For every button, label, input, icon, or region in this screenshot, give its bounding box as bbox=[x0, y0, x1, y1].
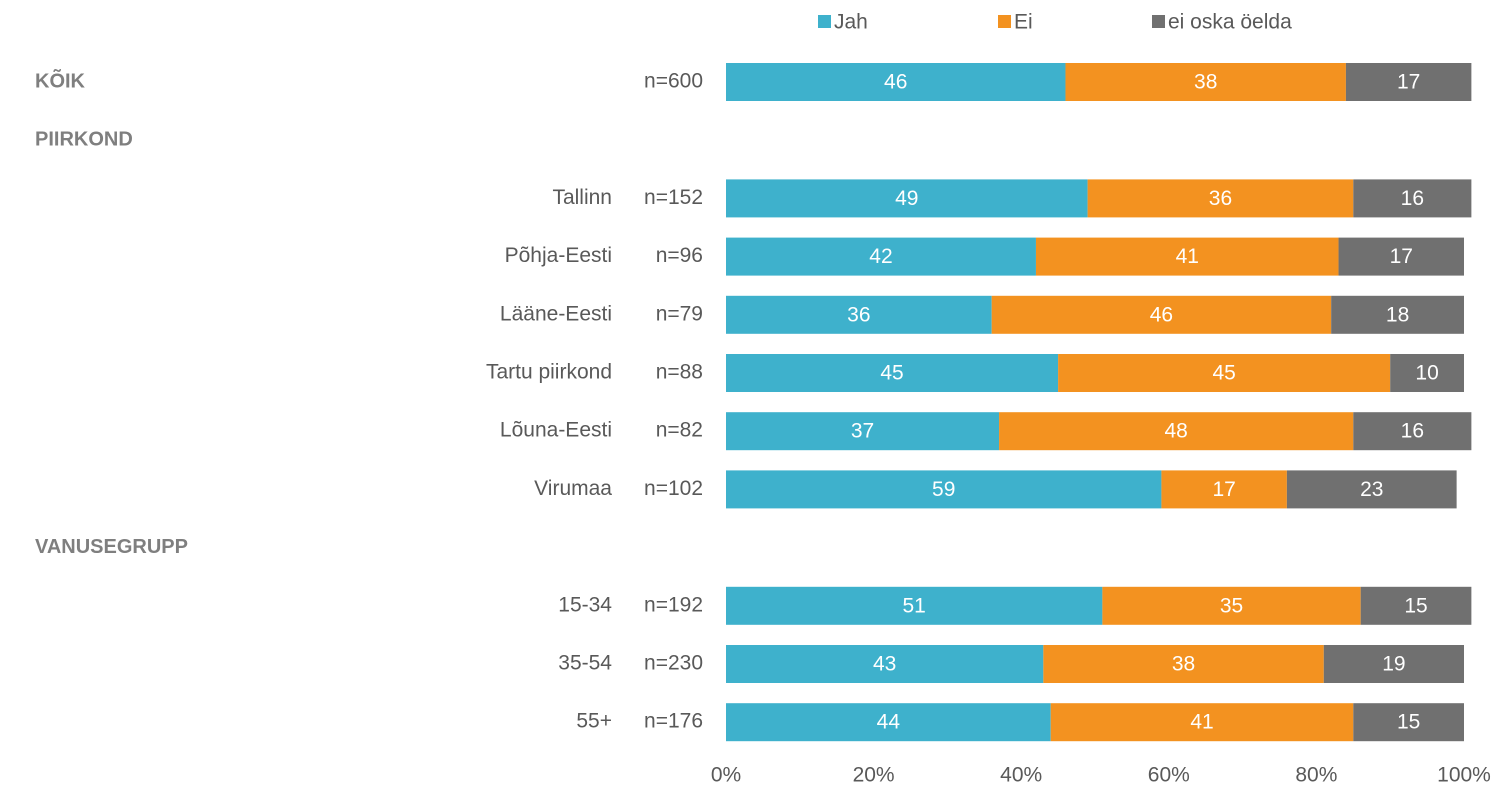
value-label: 44 bbox=[877, 711, 901, 734]
n-label: n=600 bbox=[644, 70, 703, 93]
n-label: n=82 bbox=[656, 419, 703, 442]
bar-segment bbox=[726, 179, 1088, 218]
bar-segment bbox=[999, 412, 1354, 451]
value-label: 17 bbox=[1390, 245, 1413, 268]
legend-label: ei oska öelda bbox=[1168, 11, 1292, 34]
value-label: 49 bbox=[895, 187, 918, 210]
group-label: VANUSEGRUPP bbox=[35, 536, 188, 558]
value-label: 41 bbox=[1176, 245, 1199, 268]
n-label: n=192 bbox=[644, 593, 703, 616]
x-tick-label: 100% bbox=[1437, 764, 1491, 787]
bar-segment bbox=[726, 645, 1044, 683]
group-label: KÕIK bbox=[35, 68, 86, 92]
bar-segment bbox=[1338, 237, 1464, 276]
value-label: 18 bbox=[1386, 303, 1409, 326]
value-label: 45 bbox=[1212, 362, 1235, 385]
bar-segment bbox=[726, 237, 1036, 276]
bar-segment bbox=[1353, 703, 1464, 742]
value-label: 16 bbox=[1401, 420, 1424, 443]
bar-segment bbox=[726, 470, 1162, 509]
value-label: 46 bbox=[1150, 303, 1173, 326]
x-tick-label: 80% bbox=[1295, 764, 1337, 787]
value-label: 38 bbox=[1194, 71, 1217, 94]
x-tick-label: 0% bbox=[711, 764, 741, 787]
bar-segment bbox=[1345, 63, 1472, 101]
bar-segment bbox=[726, 412, 1000, 451]
category-label: 35-54 bbox=[558, 652, 612, 675]
bar-segment bbox=[991, 295, 1332, 334]
x-tick-label: 40% bbox=[1000, 764, 1042, 787]
bar-segment bbox=[1058, 354, 1391, 392]
n-label: n=79 bbox=[656, 302, 703, 325]
bar-segment bbox=[1035, 237, 1339, 276]
x-tick-label: 20% bbox=[853, 764, 895, 787]
value-label: 42 bbox=[869, 245, 892, 268]
bar-segment bbox=[1323, 645, 1464, 683]
value-label: 59 bbox=[932, 478, 955, 501]
legend-swatch bbox=[818, 15, 831, 28]
bar-segment bbox=[1043, 645, 1324, 683]
value-label: 15 bbox=[1404, 594, 1427, 617]
legend-swatch bbox=[998, 15, 1011, 28]
category-label: Virumaa bbox=[534, 477, 612, 500]
value-label: 19 bbox=[1382, 653, 1405, 676]
bar-segment bbox=[1087, 179, 1354, 218]
n-label: n=88 bbox=[656, 361, 703, 384]
value-label: 17 bbox=[1397, 71, 1420, 94]
value-label: 36 bbox=[1209, 187, 1232, 210]
n-label: n=176 bbox=[644, 710, 703, 733]
legend-swatch bbox=[1152, 15, 1165, 28]
value-label: 36 bbox=[847, 303, 870, 326]
bar-segment bbox=[726, 586, 1103, 625]
value-label: 41 bbox=[1190, 711, 1213, 734]
category-label: Tallinn bbox=[552, 186, 612, 209]
n-label: n=230 bbox=[644, 652, 703, 675]
value-label: 17 bbox=[1212, 478, 1235, 501]
value-label: 48 bbox=[1165, 420, 1188, 443]
bar-segment bbox=[726, 63, 1066, 101]
bar-segment bbox=[726, 703, 1051, 742]
category-label: Põhja-Eesti bbox=[505, 244, 612, 267]
group-label: PIIRKOND bbox=[35, 128, 133, 150]
value-label: 46 bbox=[884, 71, 907, 94]
n-label: n=102 bbox=[644, 477, 703, 500]
bar-segment bbox=[1331, 295, 1464, 334]
bar-segment bbox=[1161, 470, 1287, 509]
n-label: n=152 bbox=[644, 186, 703, 209]
category-label: Lõuna-Eesti bbox=[500, 419, 612, 442]
value-label: 16 bbox=[1401, 187, 1424, 210]
value-label: 45 bbox=[880, 362, 903, 385]
bar-segment bbox=[726, 295, 992, 334]
bar-segment bbox=[1353, 412, 1472, 451]
n-label: n=96 bbox=[656, 244, 703, 267]
bar-segment bbox=[1353, 179, 1472, 218]
legend-label: Jah bbox=[834, 11, 868, 34]
bar-segment bbox=[726, 354, 1059, 392]
bar-segment bbox=[1286, 470, 1457, 509]
value-label: 15 bbox=[1397, 711, 1420, 734]
x-tick-label: 60% bbox=[1148, 764, 1190, 787]
value-label: 43 bbox=[873, 653, 896, 676]
bar-segment bbox=[1050, 703, 1354, 742]
value-label: 51 bbox=[903, 594, 926, 617]
category-label: 55+ bbox=[576, 710, 612, 733]
value-label: 35 bbox=[1220, 594, 1243, 617]
category-label: Lääne-Eesti bbox=[500, 302, 612, 325]
legend-label: Ei bbox=[1014, 11, 1033, 34]
bar-segment bbox=[1390, 354, 1464, 392]
bar-segment bbox=[1065, 63, 1346, 101]
value-label: 38 bbox=[1172, 653, 1195, 676]
value-label: 37 bbox=[851, 420, 874, 443]
value-label: 23 bbox=[1360, 478, 1383, 501]
bar-segment bbox=[1102, 586, 1361, 625]
value-label: 10 bbox=[1415, 362, 1438, 385]
category-label: Tartu piirkond bbox=[486, 361, 612, 384]
category-label: 15-34 bbox=[558, 593, 612, 616]
bar-segment bbox=[1360, 586, 1472, 625]
